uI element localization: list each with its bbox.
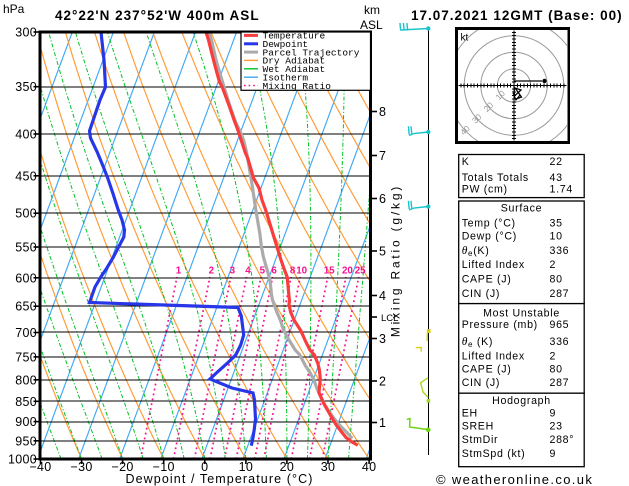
svg-text:K: K bbox=[462, 156, 470, 168]
svg-text:35: 35 bbox=[550, 218, 563, 230]
svg-text:Hodograph: Hodograph bbox=[492, 395, 551, 407]
svg-text:2: 2 bbox=[550, 259, 557, 271]
svg-text:80: 80 bbox=[550, 274, 563, 286]
svg-text:8: 8 bbox=[379, 105, 386, 119]
svg-text:400: 400 bbox=[15, 128, 37, 142]
svg-text:−20: −20 bbox=[112, 460, 134, 474]
svg-text:3: 3 bbox=[230, 266, 236, 277]
svg-text:80: 80 bbox=[550, 364, 563, 376]
svg-text:Most Unstable: Most Unstable bbox=[483, 307, 560, 319]
svg-text:5: 5 bbox=[379, 245, 386, 259]
svg-text:2: 2 bbox=[379, 375, 386, 389]
svg-text:θe(K): θe(K) bbox=[462, 245, 490, 258]
svg-text:kt: kt bbox=[461, 33, 469, 44]
svg-text:6: 6 bbox=[379, 192, 386, 206]
svg-text:Parcel Trajectory: Parcel Trajectory bbox=[263, 47, 360, 58]
svg-text:km: km bbox=[364, 3, 380, 17]
svg-text:22: 22 bbox=[550, 156, 563, 168]
svg-text:2: 2 bbox=[550, 351, 557, 363]
svg-text:SREH: SREH bbox=[462, 420, 494, 432]
svg-text:4: 4 bbox=[379, 289, 386, 303]
svg-text:20: 20 bbox=[342, 266, 353, 277]
svg-text:hPa: hPa bbox=[3, 2, 25, 16]
svg-text:CAPE (J): CAPE (J) bbox=[462, 274, 512, 286]
svg-text:LCL: LCL bbox=[381, 313, 398, 324]
svg-text:Pressure (mb): Pressure (mb) bbox=[462, 319, 538, 331]
svg-text:Lifted Index: Lifted Index bbox=[462, 351, 525, 363]
svg-text:43: 43 bbox=[550, 172, 563, 184]
svg-text:25: 25 bbox=[355, 266, 366, 277]
svg-text:10: 10 bbox=[550, 231, 563, 243]
svg-text:CIN (J): CIN (J) bbox=[462, 377, 500, 389]
svg-text:Dewp (°C): Dewp (°C) bbox=[462, 231, 517, 243]
svg-text:500: 500 bbox=[15, 207, 37, 221]
svg-text:θe (K): θe (K) bbox=[462, 336, 493, 349]
svg-text:5: 5 bbox=[260, 266, 266, 277]
svg-text:550: 550 bbox=[15, 241, 37, 255]
svg-text:6: 6 bbox=[271, 266, 277, 277]
svg-text:7: 7 bbox=[379, 149, 386, 163]
svg-text:−40: −40 bbox=[29, 460, 51, 474]
svg-text:336: 336 bbox=[550, 245, 570, 257]
svg-text:8: 8 bbox=[290, 266, 296, 277]
svg-text:1000: 1000 bbox=[8, 453, 37, 467]
svg-text:15: 15 bbox=[324, 266, 335, 277]
svg-text:30: 30 bbox=[321, 460, 336, 474]
svg-text:950: 950 bbox=[15, 434, 37, 448]
svg-text:ASL: ASL bbox=[360, 18, 383, 32]
svg-text:Mixing Ratio: Mixing Ratio bbox=[263, 81, 332, 92]
svg-text:Dry Adiabat: Dry Adiabat bbox=[263, 56, 326, 67]
svg-text:3: 3 bbox=[379, 332, 386, 346]
svg-text:965: 965 bbox=[550, 319, 570, 331]
svg-text:1.74: 1.74 bbox=[550, 184, 573, 196]
svg-text:1: 1 bbox=[379, 416, 386, 430]
svg-text:750: 750 bbox=[15, 350, 37, 364]
svg-text:Dewpoint: Dewpoint bbox=[263, 39, 309, 50]
svg-text:−10: −10 bbox=[153, 460, 175, 474]
svg-text:Wet Adiabat: Wet Adiabat bbox=[263, 64, 326, 75]
svg-text:23: 23 bbox=[550, 420, 563, 432]
svg-text:StmDir: StmDir bbox=[462, 434, 499, 446]
svg-text:−30: −30 bbox=[71, 460, 93, 474]
svg-text:PW (cm): PW (cm) bbox=[462, 184, 508, 196]
svg-text:10: 10 bbox=[296, 266, 307, 277]
svg-text:10: 10 bbox=[239, 460, 254, 474]
svg-text:350: 350 bbox=[15, 80, 37, 94]
svg-text:Totals Totals: Totals Totals bbox=[462, 172, 529, 184]
svg-text:Lifted Index: Lifted Index bbox=[462, 259, 525, 271]
svg-text:EH: EH bbox=[462, 408, 478, 420]
svg-text:1: 1 bbox=[176, 266, 182, 277]
svg-text:Dewpoint / Temperature (°C): Dewpoint / Temperature (°C) bbox=[125, 472, 313, 486]
svg-text:StmSpd (kt): StmSpd (kt) bbox=[462, 448, 526, 460]
svg-text:9: 9 bbox=[550, 448, 557, 460]
svg-text:450: 450 bbox=[15, 169, 37, 183]
svg-text:Temperature: Temperature bbox=[263, 31, 326, 42]
svg-text:336: 336 bbox=[550, 336, 570, 348]
svg-text:287: 287 bbox=[550, 377, 570, 389]
svg-text:287: 287 bbox=[550, 288, 570, 300]
svg-text:650: 650 bbox=[15, 300, 37, 314]
svg-text:17.07.2021 12GMT (Base: 00): 17.07.2021 12GMT (Base: 00) bbox=[411, 8, 623, 23]
svg-text:Mixing Ratio (g/kg): Mixing Ratio (g/kg) bbox=[389, 184, 403, 337]
svg-text:CIN (J): CIN (J) bbox=[462, 288, 500, 300]
svg-text:Temp (°C): Temp (°C) bbox=[462, 218, 516, 230]
svg-text:0: 0 bbox=[201, 460, 208, 474]
svg-text:CAPE (J): CAPE (J) bbox=[462, 364, 512, 376]
svg-text:Surface: Surface bbox=[501, 202, 542, 214]
svg-text:20: 20 bbox=[280, 460, 295, 474]
svg-text:9: 9 bbox=[550, 408, 557, 420]
svg-text:© weatheronline.co.uk: © weatheronline.co.uk bbox=[436, 472, 593, 486]
svg-text:700: 700 bbox=[15, 326, 37, 340]
svg-text:800: 800 bbox=[15, 373, 37, 387]
svg-text:2: 2 bbox=[209, 266, 215, 277]
svg-text:288°: 288° bbox=[550, 434, 575, 446]
svg-text:4: 4 bbox=[245, 266, 251, 277]
svg-text:900: 900 bbox=[15, 415, 37, 429]
svg-text:850: 850 bbox=[15, 395, 37, 409]
svg-text:42°22'N 237°52'W 400m ASL: 42°22'N 237°52'W 400m ASL bbox=[55, 8, 260, 23]
svg-text:Isotherm: Isotherm bbox=[263, 73, 309, 84]
svg-text:300: 300 bbox=[15, 26, 37, 40]
svg-text:40: 40 bbox=[362, 460, 377, 474]
svg-text:600: 600 bbox=[15, 271, 37, 285]
